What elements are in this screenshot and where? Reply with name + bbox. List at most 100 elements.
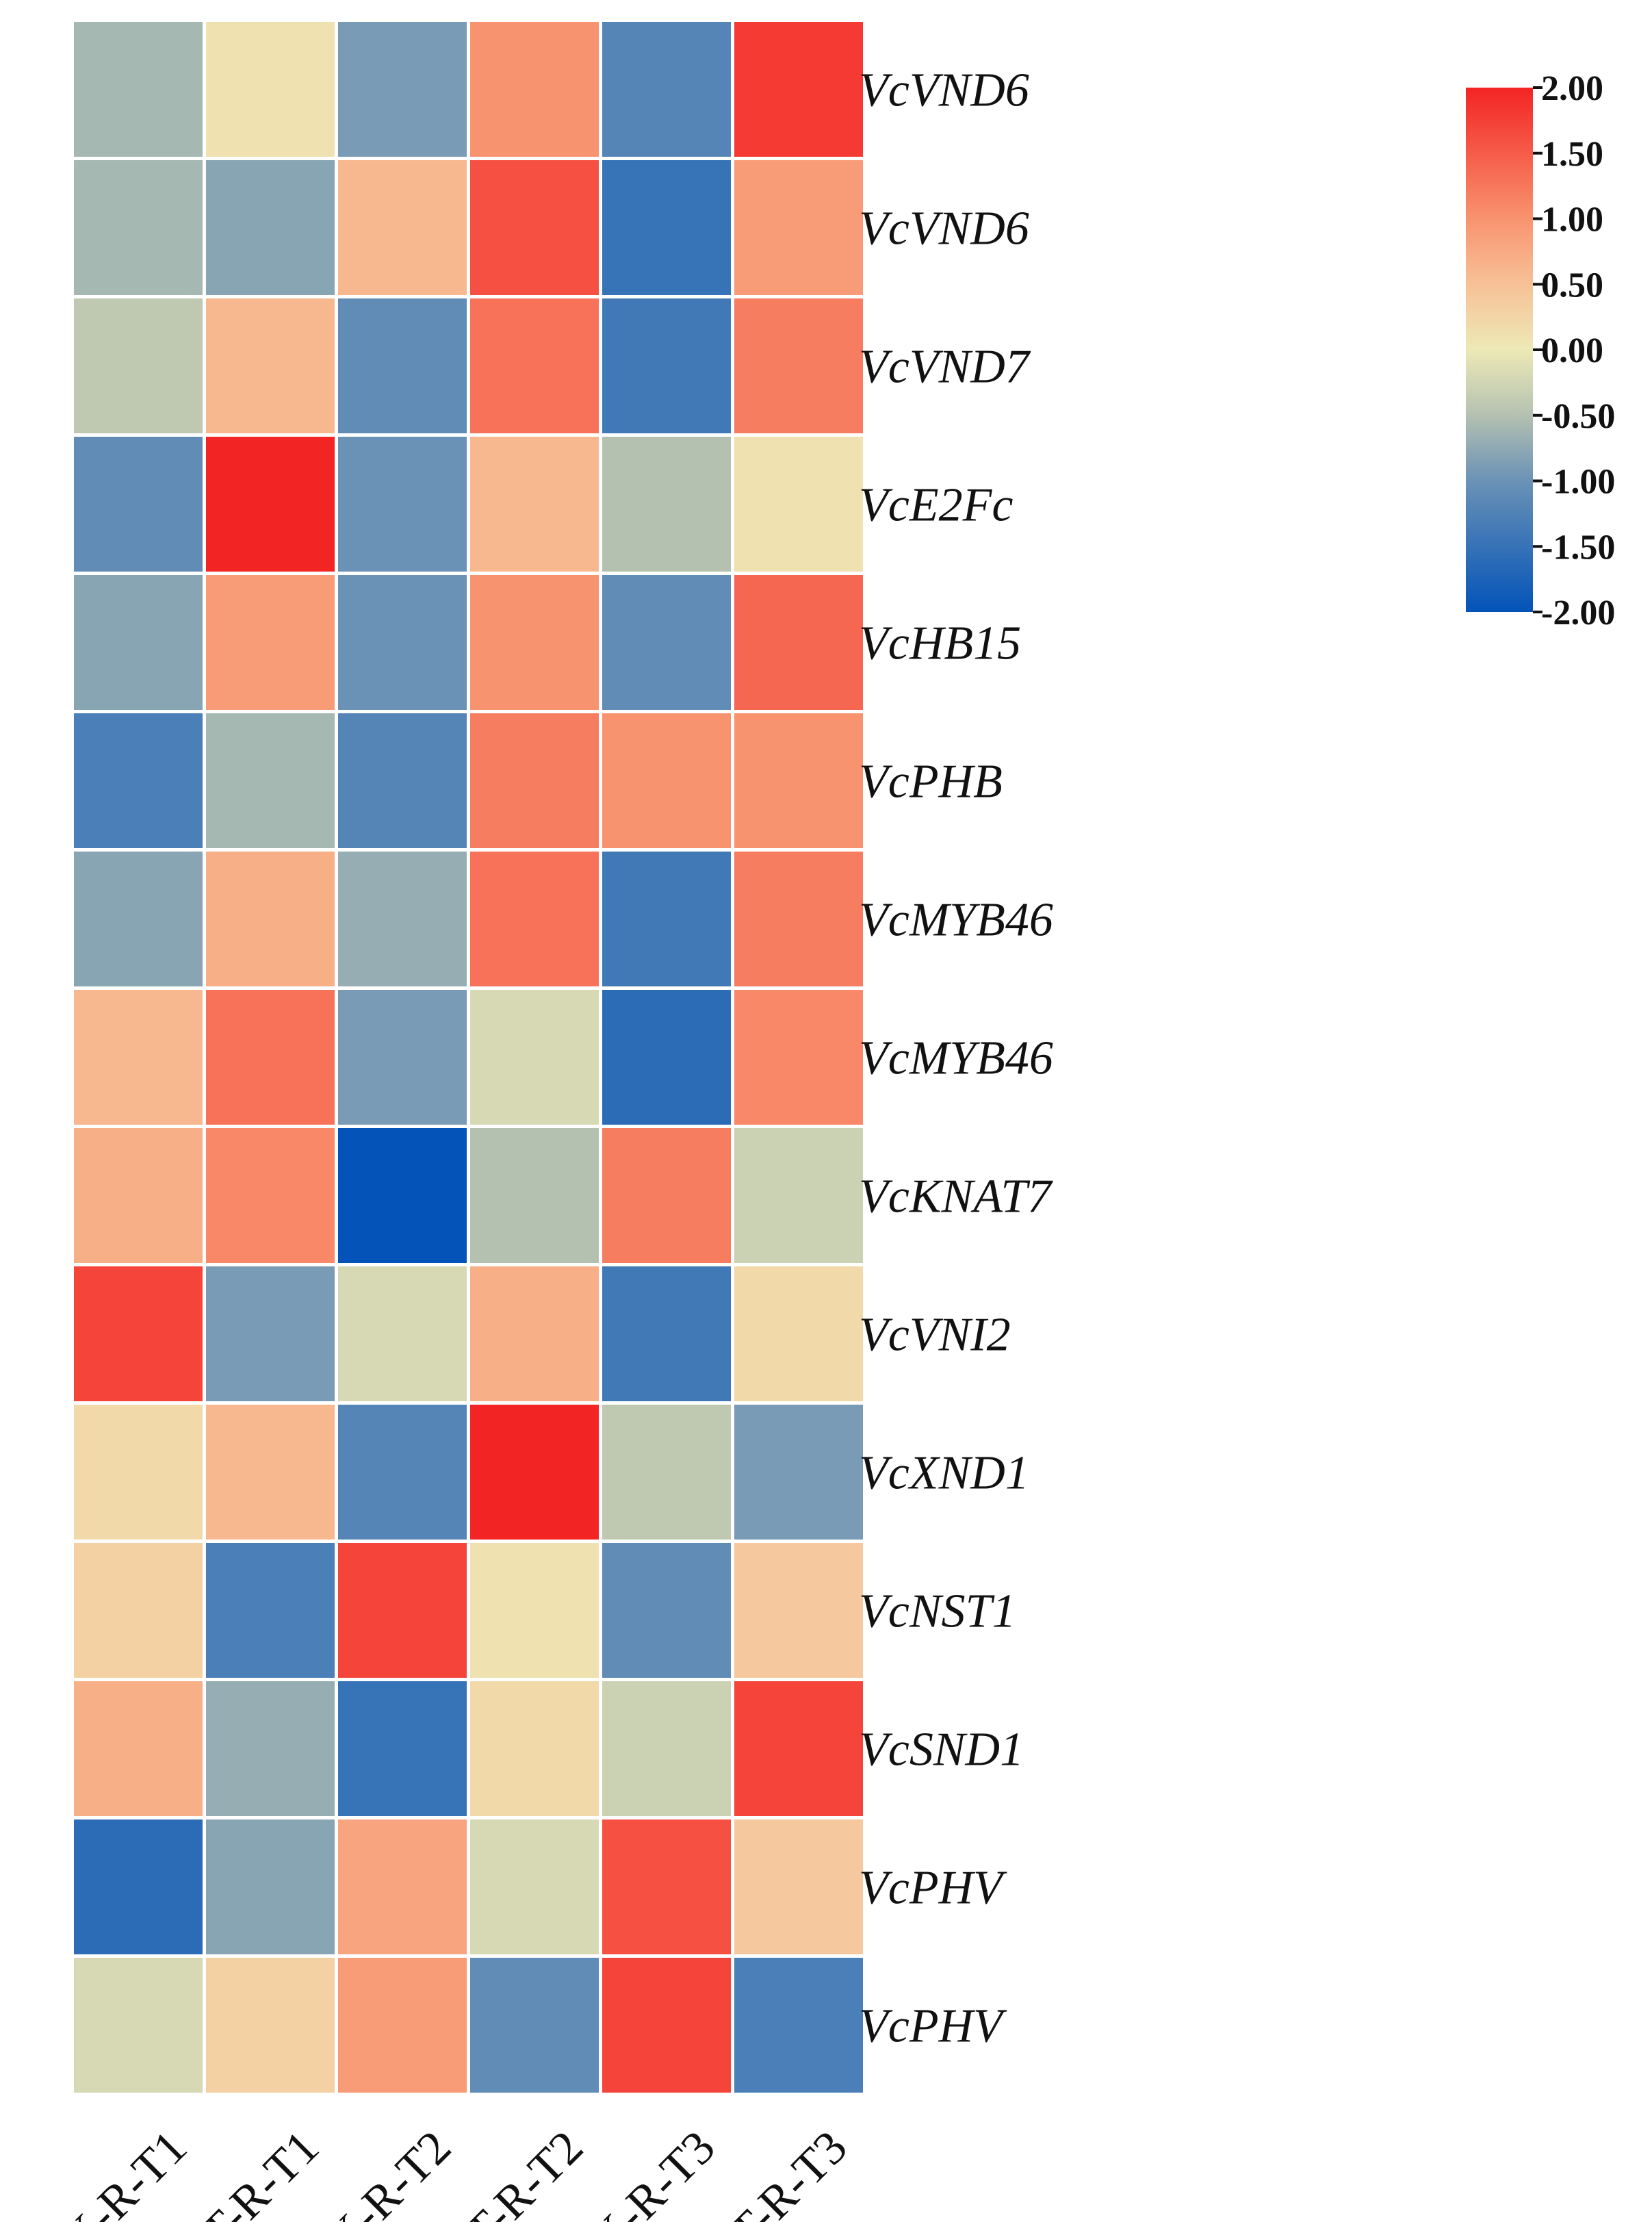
heatmap-cell-r3-c2 (206, 298, 335, 433)
heatmap-cell-r11-c5 (602, 1405, 731, 1540)
row-label-15: VcPHV (859, 2000, 1007, 2053)
scale-tick-label-4: 0.50 (1541, 266, 1603, 305)
heatmap-cell-r7-c6 (734, 852, 863, 986)
heatmap-cell-r10-c2 (206, 1266, 335, 1401)
heatmap-cell-r5-c6 (734, 575, 863, 710)
heatmap-cell-r14-c2 (206, 1819, 335, 1954)
heatmap-cell-r3-c5 (602, 298, 731, 433)
row-label-13: VcSND1 (859, 1724, 1024, 1776)
heatmap-cell-r8-c4 (470, 990, 599, 1125)
heatmap-cell-r3-c1 (74, 298, 203, 433)
scale-tick-label-5: 0.00 (1541, 331, 1603, 370)
heatmap-cell-r11-c6 (734, 1405, 863, 1540)
heatmap-cell-r14-c4 (470, 1819, 599, 1954)
heatmap-cell-r15-c5 (602, 1958, 731, 2093)
heatmap-cell-r5-c1 (74, 575, 203, 710)
heatmap-cell-r6-c3 (338, 713, 467, 848)
heatmap-cell-r8-c5 (602, 990, 731, 1125)
heatmap-cell-r12-c3 (338, 1543, 467, 1678)
heatmap-cell-r9-c3 (338, 1128, 467, 1263)
heatmap-cell-r13-c4 (470, 1681, 599, 1816)
heatmap-cell-r6-c1 (74, 713, 203, 848)
heatmap-cell-r9-c6 (734, 1128, 863, 1263)
heatmap-cell-r11-c3 (338, 1405, 467, 1540)
heatmap-cell-r12-c6 (734, 1543, 863, 1678)
heatmap-cell-r14-c3 (338, 1819, 467, 1954)
heatmap-cell-r6-c4 (470, 713, 599, 848)
heatmap-cell-r4-c5 (602, 437, 731, 572)
heatmap-cell-r11-c4 (470, 1405, 599, 1540)
heatmap-cell-r1-c5 (602, 22, 731, 157)
row-label-11: VcXND1 (859, 1447, 1029, 1500)
heatmap-cell-r12-c2 (206, 1543, 335, 1678)
heatmap-cell-r12-c1 (74, 1543, 203, 1678)
heatmap-cell-r15-c2 (206, 1958, 335, 2093)
heatmap-cell-r2-c6 (734, 160, 863, 295)
heatmap-cell-r13-c5 (602, 1681, 731, 1816)
scale-tick-label-9: -2.00 (1541, 593, 1615, 633)
scale-tick-label-3: 1.00 (1541, 201, 1603, 240)
row-label-5: VcHB15 (859, 617, 1021, 670)
color-scale-legend: 2.00 1.50 1.00 0.50 0.00 -0.50 -1.00 -1.50 -2.00 (1466, 69, 1615, 633)
heatmap-cell-r5-c5 (602, 575, 731, 710)
row-label-10: VcVNI2 (859, 1309, 1011, 1362)
heatmap-cell-r5-c2 (206, 575, 335, 710)
heatmap-cell-r11-c2 (206, 1405, 335, 1540)
heatmap-cell-r13-c3 (338, 1681, 467, 1816)
heatmap-cell-r8-c6 (734, 990, 863, 1125)
heatmap-cell-r3-c6 (734, 298, 863, 433)
heatmap-cell-r8-c2 (206, 990, 335, 1125)
heatmap-cell-r14-c6 (734, 1819, 863, 1954)
heatmap-cell-r15-c4 (470, 1958, 599, 2093)
heatmap-cell-r6-c2 (206, 713, 335, 848)
heatmap-cell-r11-c1 (74, 1405, 203, 1540)
heatmap-cell-r1-c1 (74, 22, 203, 157)
column-label-5: CK-R-T3 (558, 2121, 725, 2222)
row-label-14: VcPHV (859, 1862, 1007, 1915)
heatmap-cell-r4-c2 (206, 437, 335, 572)
heatmap-cells (74, 22, 863, 2093)
heatmap-cell-r2-c2 (206, 160, 335, 295)
column-labels: CK-R-T1CT-R-T1CK-R-T2CT-R-T2CK-R-T3CT-R-… (30, 2121, 857, 2222)
heatmap-cell-r4-c6 (734, 437, 863, 572)
heatmap-cell-r1-c3 (338, 22, 467, 157)
row-label-12: VcNST1 (859, 1585, 1016, 1638)
heatmap-cell-r14-c1 (74, 1819, 203, 1954)
heatmap-cell-r7-c4 (470, 852, 599, 986)
column-label-3: CK-R-T2 (294, 2121, 461, 2222)
heatmap-cell-r13-c6 (734, 1681, 863, 1816)
heatmap-cell-r12-c5 (602, 1543, 731, 1678)
heatmap-cell-r1-c4 (470, 22, 599, 157)
scale-tick-label-2: 1.50 (1541, 135, 1603, 174)
heatmap-cell-r14-c5 (602, 1819, 731, 1954)
heatmap-cell-r3-c3 (338, 298, 467, 433)
column-label-2: CT-R-T1 (169, 2121, 329, 2222)
column-label-6: CT-R-T3 (697, 2121, 857, 2222)
heatmap-cell-r10-c5 (602, 1266, 731, 1401)
heatmap-cell-r15-c6 (734, 1958, 863, 2093)
row-label-3: VcVND7 (859, 341, 1031, 394)
heatmap-cell-r9-c4 (470, 1128, 599, 1263)
heatmap-cell-r15-c1 (74, 1958, 203, 2093)
row-label-6: VcPHB (859, 756, 1003, 808)
scale-tick-label-8: -1.50 (1541, 528, 1615, 567)
heatmap-cell-r4-c3 (338, 437, 467, 572)
heatmap-cell-r12-c4 (470, 1543, 599, 1678)
heatmap-cell-r7-c2 (206, 852, 335, 986)
heatmap-cell-r4-c1 (74, 437, 203, 572)
heatmap-cell-r2-c1 (74, 160, 203, 295)
heatmap-cell-r2-c4 (470, 160, 599, 295)
heatmap-cell-r15-c3 (338, 1958, 467, 2093)
heatmap-cell-r8-c3 (338, 990, 467, 1125)
heatmap-cell-r2-c3 (338, 160, 467, 295)
heatmap-cell-r4-c4 (470, 437, 599, 572)
heatmap-cell-r3-c4 (470, 298, 599, 433)
heatmap-cell-r10-c4 (470, 1266, 599, 1401)
heatmap-cell-r5-c4 (470, 575, 599, 710)
heatmap-cell-r7-c3 (338, 852, 467, 986)
heatmap-cell-r8-c1 (74, 990, 203, 1125)
heatmap-cell-r2-c5 (602, 160, 731, 295)
heatmap-cell-r10-c3 (338, 1266, 467, 1401)
row-label-8: VcMYB46 (859, 1032, 1053, 1085)
